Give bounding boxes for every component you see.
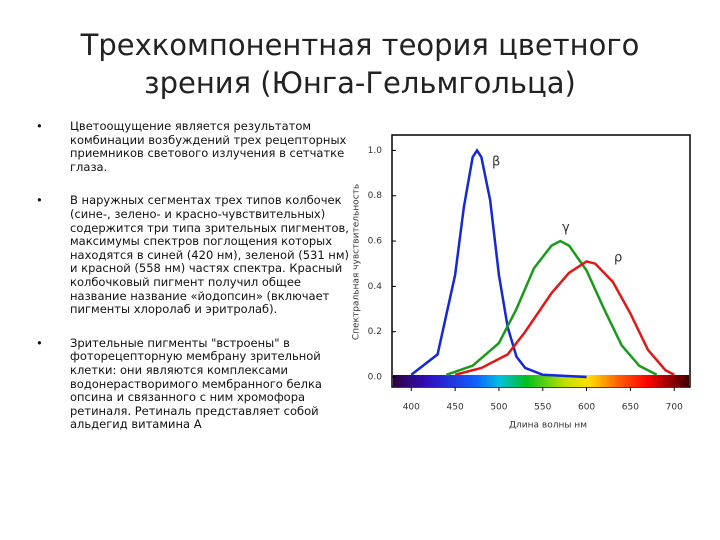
bullet: В наружных сегментах трех типов колбочек… bbox=[36, 194, 354, 316]
series-label: γ bbox=[562, 221, 570, 236]
series-label: ρ bbox=[614, 251, 622, 266]
x-tick-label: 600 bbox=[578, 403, 595, 413]
y-axis-label: Спектральная чувствительность bbox=[352, 184, 362, 340]
x-tick-label: 450 bbox=[447, 403, 464, 413]
x-tick-label: 400 bbox=[403, 403, 420, 413]
y-tick-label: 0.2 bbox=[368, 327, 382, 337]
slide-title: Трехкомпонентная теория цветного bbox=[80, 28, 640, 62]
y-tick-label: 1.0 bbox=[368, 146, 383, 156]
x-tick-label: 500 bbox=[490, 403, 507, 413]
x-axis-label: Длина волны нм bbox=[509, 421, 587, 431]
y-tick-label: 0.6 bbox=[368, 237, 383, 247]
curve bbox=[454, 260, 675, 376]
x-tick-label: 650 bbox=[622, 403, 639, 413]
curve bbox=[410, 148, 587, 379]
spectrum-bar bbox=[393, 375, 689, 387]
bullet-list: Цветоощущение является результатом комби… bbox=[36, 119, 354, 452]
x-tick-label: 550 bbox=[534, 403, 551, 413]
bullet: Цветоощущение является результатом комби… bbox=[36, 119, 354, 174]
y-tick-label: 0.8 bbox=[368, 191, 383, 201]
bullet: Зрительные пигменты "встроены" в фоторец… bbox=[36, 336, 354, 432]
y-tick-label: 0.4 bbox=[368, 282, 383, 292]
x-tick-label: 700 bbox=[666, 403, 683, 413]
series-label: β bbox=[492, 155, 500, 170]
slide-title: зрения (Юнга-Гельмгольца) bbox=[144, 66, 576, 100]
curve bbox=[445, 239, 658, 376]
y-tick-label: 0.0 bbox=[368, 373, 383, 383]
